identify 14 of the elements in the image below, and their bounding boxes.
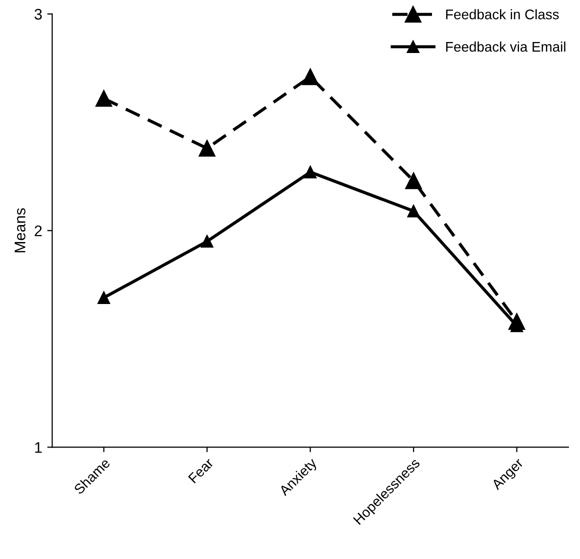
point <box>302 68 319 86</box>
point <box>304 166 317 178</box>
legend-label: Feedback in Class <box>446 9 559 20</box>
point <box>98 291 110 304</box>
y-tick-label: 3 <box>34 8 42 20</box>
legend-label: Feedback via Email <box>446 42 566 52</box>
point <box>407 204 420 218</box>
point <box>95 90 112 107</box>
point <box>405 172 422 190</box>
point <box>198 140 216 157</box>
y-tick-label: 2 <box>34 225 42 236</box>
y-tick-label: 1 <box>35 442 42 453</box>
y-axis-title: Means <box>14 208 26 252</box>
point <box>200 235 214 248</box>
